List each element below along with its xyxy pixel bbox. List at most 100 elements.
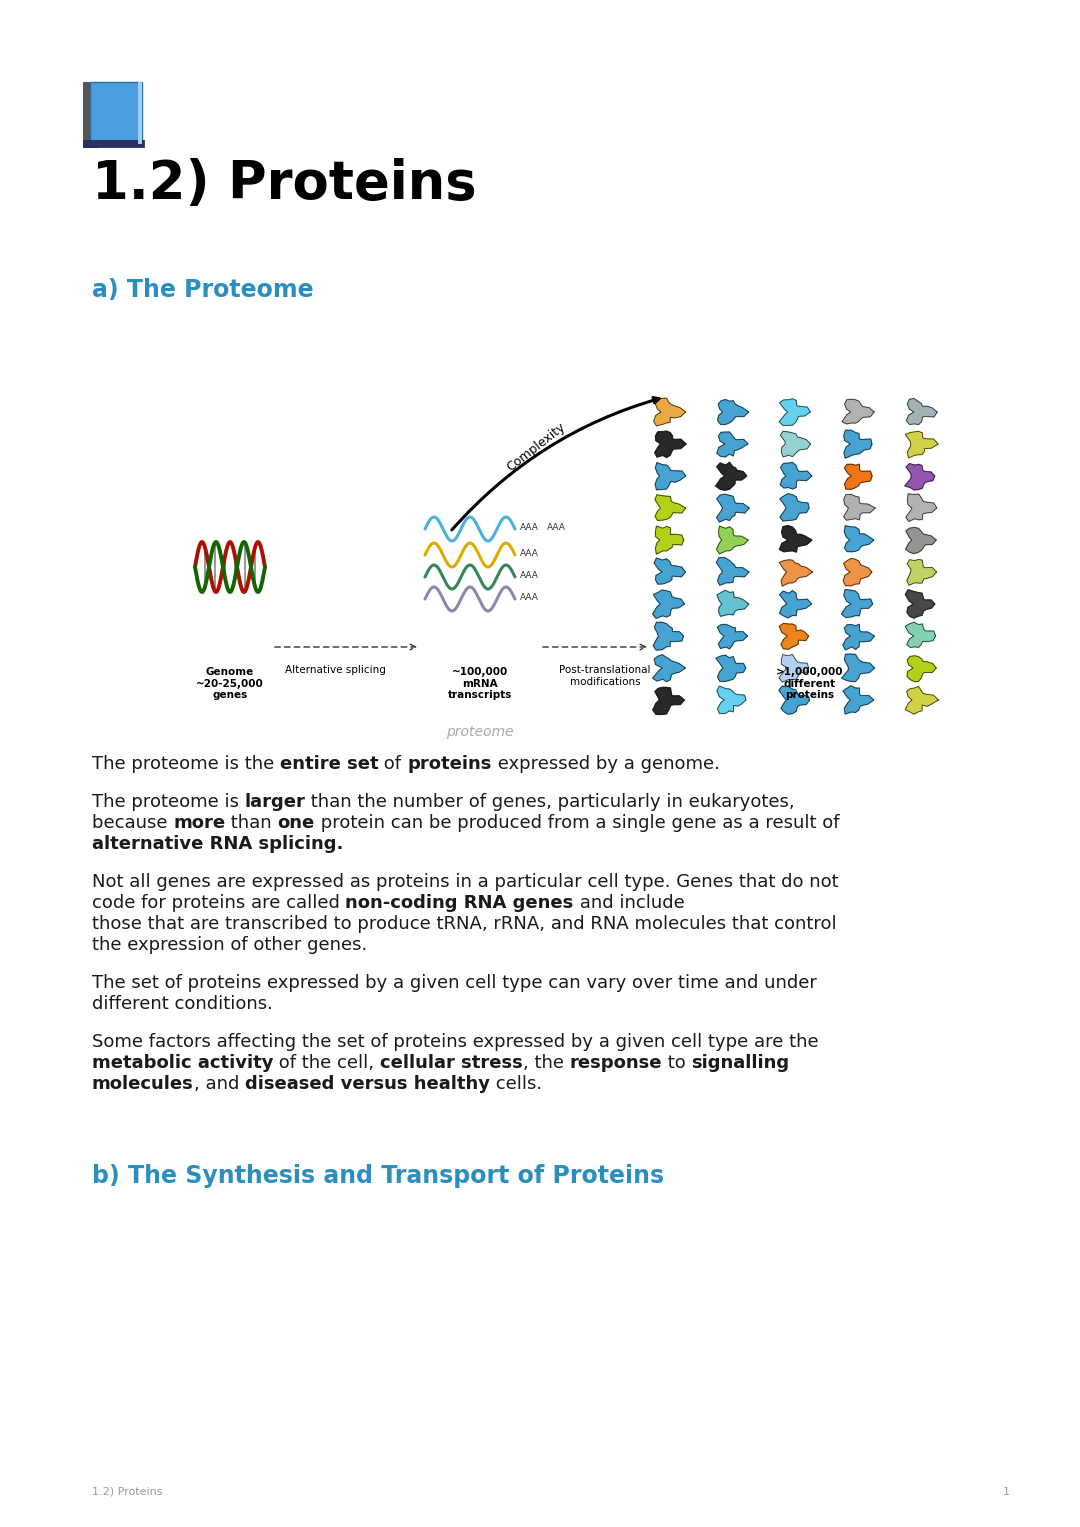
Text: >1,000,000
different
proteins: >1,000,000 different proteins [777, 667, 843, 701]
Text: 1: 1 [1003, 1487, 1010, 1496]
Polygon shape [717, 432, 747, 457]
Polygon shape [843, 495, 875, 521]
Text: , the: , the [523, 1054, 569, 1072]
Polygon shape [906, 399, 937, 425]
Polygon shape [841, 589, 873, 617]
Polygon shape [779, 655, 809, 683]
Text: 1.2) Proteins: 1.2) Proteins [92, 157, 476, 211]
Text: non-coding RNA genes: non-coding RNA genes [346, 893, 573, 912]
Polygon shape [905, 464, 934, 490]
Polygon shape [781, 431, 810, 457]
Polygon shape [717, 591, 748, 617]
Text: metabolic activity: metabolic activity [92, 1054, 273, 1072]
Text: than the number of genes, particularly in eukaryotes,: than the number of genes, particularly i… [306, 793, 795, 811]
Text: alternative RNA splicing.: alternative RNA splicing. [92, 835, 343, 854]
Polygon shape [780, 525, 812, 553]
Polygon shape [905, 431, 939, 458]
Polygon shape [716, 495, 750, 522]
Polygon shape [652, 589, 685, 618]
Text: of the cell,: of the cell, [273, 1054, 380, 1072]
Polygon shape [717, 625, 747, 649]
Polygon shape [780, 560, 812, 586]
Text: AAA: AAA [519, 548, 539, 557]
Polygon shape [718, 400, 748, 425]
Polygon shape [907, 655, 936, 681]
Text: ~100,000
mRNA
transcripts: ~100,000 mRNA transcripts [448, 667, 512, 701]
Text: cellular stress: cellular stress [380, 1054, 523, 1072]
Polygon shape [652, 655, 686, 681]
Polygon shape [653, 623, 684, 651]
Text: code for proteins are called: code for proteins are called [92, 893, 346, 912]
Polygon shape [717, 686, 746, 713]
Polygon shape [780, 399, 810, 426]
Text: The proteome is the: The proteome is the [92, 754, 280, 773]
Polygon shape [779, 686, 810, 715]
Polygon shape [845, 464, 872, 489]
Text: Some factors affecting the set of proteins expressed by a given cell type are th: Some factors affecting the set of protei… [92, 1032, 819, 1051]
Bar [83, 140, 144, 147]
Text: because: because [92, 814, 173, 832]
Text: more: more [173, 814, 225, 832]
Text: the expression of other genes.: the expression of other genes. [92, 936, 367, 954]
Text: Genome
~20-25,000
genes: Genome ~20-25,000 genes [197, 667, 264, 701]
Polygon shape [842, 625, 875, 651]
Polygon shape [841, 654, 875, 681]
Polygon shape [906, 527, 936, 554]
Polygon shape [653, 687, 685, 715]
Text: diseased versus healthy: diseased versus healthy [245, 1075, 489, 1093]
Text: Post-translational
modifications: Post-translational modifications [559, 664, 651, 687]
Polygon shape [716, 655, 745, 681]
Text: than: than [225, 814, 278, 832]
Polygon shape [843, 431, 872, 458]
Bar [90, 82, 141, 144]
Polygon shape [905, 589, 935, 618]
Polygon shape [716, 527, 748, 554]
Text: larger: larger [244, 793, 306, 811]
Polygon shape [780, 623, 809, 649]
Text: molecules: molecules [92, 1075, 193, 1093]
Text: The set of proteins expressed by a given cell type can vary over time and under: The set of proteins expressed by a given… [92, 974, 816, 993]
Text: one: one [278, 814, 314, 832]
Polygon shape [907, 559, 936, 585]
Polygon shape [842, 399, 874, 425]
Text: The proteome is: The proteome is [92, 793, 244, 811]
Text: Complexity: Complexity [504, 420, 568, 473]
Text: response: response [569, 1054, 662, 1072]
Text: , and: , and [193, 1075, 245, 1093]
Polygon shape [653, 399, 686, 426]
Polygon shape [781, 463, 812, 489]
Text: of: of [378, 754, 407, 773]
Text: cells.: cells. [489, 1075, 542, 1093]
Text: Not all genes are expressed as proteins in a particular cell type. Genes that do: Not all genes are expressed as proteins … [92, 873, 838, 890]
Polygon shape [845, 525, 874, 551]
Polygon shape [843, 686, 874, 715]
Polygon shape [906, 493, 936, 521]
Text: expressed by a genome.: expressed by a genome. [491, 754, 719, 773]
Bar [138, 82, 141, 144]
Text: to: to [662, 1054, 691, 1072]
Text: AAA: AAA [519, 571, 539, 580]
Polygon shape [905, 686, 939, 715]
Polygon shape [656, 527, 684, 554]
Text: those that are transcribed to produce tRNA, rRNA, and RNA molecules that control: those that are transcribed to produce tR… [92, 915, 836, 933]
Text: different conditions.: different conditions. [92, 996, 272, 1012]
Polygon shape [654, 495, 686, 521]
Polygon shape [716, 463, 746, 490]
Text: entire set: entire set [280, 754, 378, 773]
Polygon shape [905, 621, 935, 647]
Text: Alternative splicing: Alternative splicing [284, 664, 386, 675]
Text: signalling: signalling [691, 1054, 789, 1072]
Text: AAA: AAA [519, 592, 539, 602]
Text: and include: and include [573, 893, 685, 912]
Text: b) The Synthesis and Transport of Proteins: b) The Synthesis and Transport of Protei… [92, 1164, 664, 1188]
Polygon shape [654, 559, 686, 583]
Text: 1.2) Proteins: 1.2) Proteins [92, 1487, 162, 1496]
Polygon shape [654, 431, 686, 458]
Polygon shape [780, 493, 809, 521]
Text: proteins: proteins [407, 754, 491, 773]
Text: a) The Proteome: a) The Proteome [92, 278, 313, 302]
Text: proteome: proteome [446, 725, 514, 739]
Polygon shape [716, 557, 748, 585]
Text: AAA: AAA [519, 522, 539, 531]
Text: AAA: AAA [546, 522, 566, 531]
